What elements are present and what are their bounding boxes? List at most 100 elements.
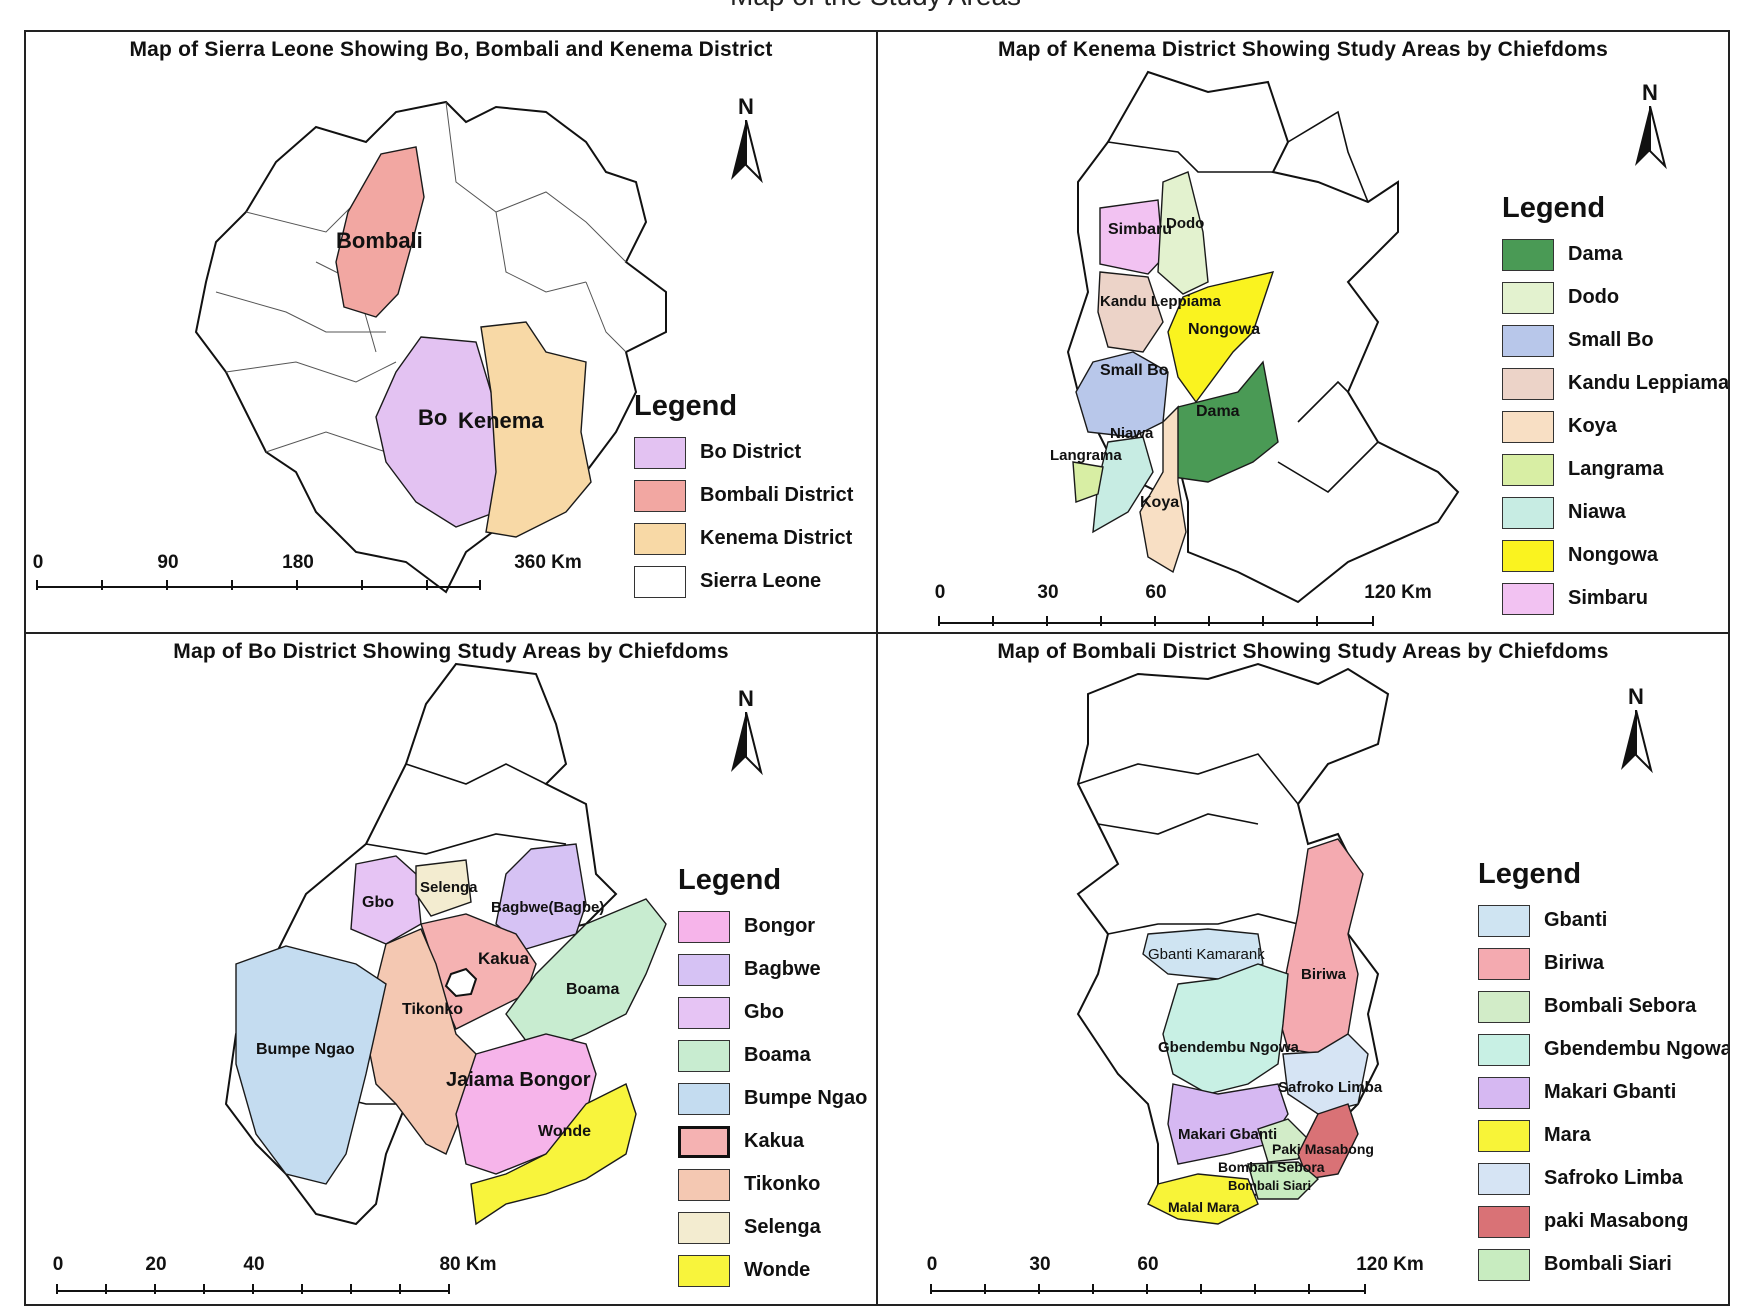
legend-item: Bumpe Ngao: [678, 1077, 867, 1120]
legend-item: Kandu Leppiama: [1502, 362, 1728, 405]
selenga-label: Selenga: [420, 879, 478, 896]
tikonko-label: Tikonko: [402, 1001, 463, 1018]
bagbwe-label: Bagbwe(Bagbe): [491, 899, 604, 916]
legend-swatch: [1502, 410, 1554, 443]
mara-region: [1147, 1173, 1259, 1225]
legend-swatch: [1478, 1205, 1530, 1238]
nongowa-region: [1167, 271, 1275, 404]
langrama-label: Langrama: [1050, 447, 1122, 464]
legend-item: Selenga: [678, 1206, 867, 1249]
legend-item: Wonde: [678, 1249, 867, 1292]
north-arrow: N: [1616, 684, 1656, 785]
legend-item: Bombali Sebora: [1478, 985, 1728, 1028]
sierra-leone-map: Bombali Bo Kenema: [194, 100, 667, 594]
legend: Legend Bongor Bagbwe Gbo Boama Bumpe Nga…: [678, 864, 867, 1292]
legend-swatch: [1478, 904, 1530, 937]
niawa-label: Niawa: [1110, 425, 1154, 442]
legend-item: Bongor: [678, 905, 867, 948]
legend-item: Mara: [1478, 1114, 1728, 1157]
legend-item: Bo District: [634, 431, 853, 474]
panel-bombali: Map of Bombali District Showing Study Ar…: [876, 632, 1730, 1306]
safroko-limba-label: Safroko Limba: [1278, 1079, 1383, 1096]
legend-swatch: [678, 1125, 730, 1158]
nongowa-label: Nongowa: [1188, 321, 1260, 338]
legend-item: Kenema District: [634, 517, 853, 560]
north-arrow-icon: [1635, 105, 1667, 170]
north-arrow-icon: [731, 119, 763, 184]
legend-item: Dodo: [1502, 276, 1728, 319]
dodo-region: [1157, 171, 1209, 295]
north-arrow-icon: [1621, 709, 1653, 774]
legend: Legend Gbanti Biriwa Bombali Sebora Gben…: [1478, 858, 1728, 1286]
legend-title: Legend: [634, 390, 738, 422]
legend-item: Kakua: [678, 1120, 867, 1163]
legend-swatch: [1478, 1248, 1530, 1281]
dodo-label: Dodo: [1166, 215, 1204, 232]
bagbwe-region: [495, 843, 587, 950]
legend-swatch: [634, 565, 686, 598]
panel-bo: Map of Bo District Showing Study Areas b…: [24, 632, 878, 1306]
legend-swatch: [634, 436, 686, 469]
paki-masabong-label: Paki Masabong: [1272, 1141, 1374, 1157]
scale-bar: 0 90 180 360 Km: [33, 552, 582, 620]
bombali-siari-region: [1247, 1161, 1320, 1200]
north-arrow: N: [726, 94, 766, 195]
north-arrow: N: [1630, 80, 1670, 181]
legend-item: Sierra Leone: [634, 560, 853, 603]
legend-item: Small Bo: [1502, 319, 1728, 362]
panel-title: Map of Bo District Showing Study Areas b…: [173, 640, 729, 663]
makari-gbanti-label: Makari Gbanti: [1178, 1126, 1277, 1143]
legend-swatch: [1478, 990, 1530, 1023]
legend-swatch: [1478, 1162, 1530, 1195]
bo-town-enclave: [444, 967, 478, 998]
panel-kenema: Map of Kenema District Showing Study Are…: [876, 30, 1730, 634]
legend-swatch: [678, 996, 730, 1029]
kenema-map: Simbaru Dodo Kandu Leppiama Nongowa Smal…: [1050, 70, 1460, 604]
koya-label: Koya: [1140, 494, 1179, 511]
kandu-leppiama-region: [1097, 271, 1164, 353]
bumpe-ngao-region: [235, 945, 387, 1185]
bombali-map: Gbanti Kamarank Biriwa Gbendembu Ngowa S…: [1076, 662, 1390, 1225]
scale-bar: 0 20 40 80 Km: [53, 1254, 497, 1304]
legend-item: Bombali District: [634, 474, 853, 517]
kandu-leppiama-label: Kandu Leppiama: [1100, 293, 1222, 310]
figure-title: Map of the Study Areas: [0, 0, 1751, 12]
bombali-label: Bombali: [336, 228, 423, 253]
paki-masabong-region: [1297, 1103, 1359, 1180]
malal-mara-label: Malal Mara: [1168, 1199, 1240, 1215]
legend-item: Boama: [678, 1034, 867, 1077]
boama-label: Boama: [566, 981, 619, 998]
bumpe-ngao-label: Bumpe Ngao: [256, 1041, 355, 1058]
simbaru-label: Simbaru: [1108, 221, 1172, 238]
boama-region: [505, 898, 667, 1055]
legend-swatch: [1478, 1033, 1530, 1066]
legend-item: Koya: [1502, 405, 1728, 448]
north-arrow-icon: [731, 711, 763, 776]
legend: Legend Bo District Bombali District Kene…: [634, 390, 853, 603]
legend-title: Legend: [678, 864, 782, 896]
gbendembu-ngowa-label: Gbendembu Ngowa: [1158, 1039, 1299, 1056]
legend-swatch: [1478, 947, 1530, 980]
legend-item: Bombali Siari: [1478, 1243, 1728, 1286]
scale-bar: 0 30 60 120 Km: [927, 1254, 1424, 1304]
dama-region: [1172, 360, 1279, 483]
legend-swatch: [634, 479, 686, 512]
legend-swatch: [1502, 281, 1554, 314]
legend-item: paki Masabong: [1478, 1200, 1728, 1243]
biriwa-label: Biriwa: [1301, 966, 1347, 983]
legend-swatch: [1478, 1119, 1530, 1152]
legend-swatch: [1502, 496, 1554, 529]
selenga-region: [415, 859, 472, 917]
panel-sierra-leone: Map of Sierra Leone Showing Bo, Bombali …: [24, 30, 878, 634]
kakua-label: Kakua: [478, 949, 530, 968]
legend-swatch: [678, 953, 730, 986]
legend-swatch: [1502, 324, 1554, 357]
legend-title: Legend: [1502, 192, 1606, 224]
scale-bar: 0 30 60 120 Km: [935, 582, 1432, 632]
legend-item: Tikonko: [678, 1163, 867, 1206]
legend-item: Gbanti: [1478, 899, 1728, 942]
legend-item: Makari Gbanti: [1478, 1071, 1728, 1114]
gbanti-label: Gbanti Kamarank: [1148, 946, 1265, 963]
gbo-label: Gbo: [362, 894, 394, 911]
legend-swatch: [634, 522, 686, 555]
